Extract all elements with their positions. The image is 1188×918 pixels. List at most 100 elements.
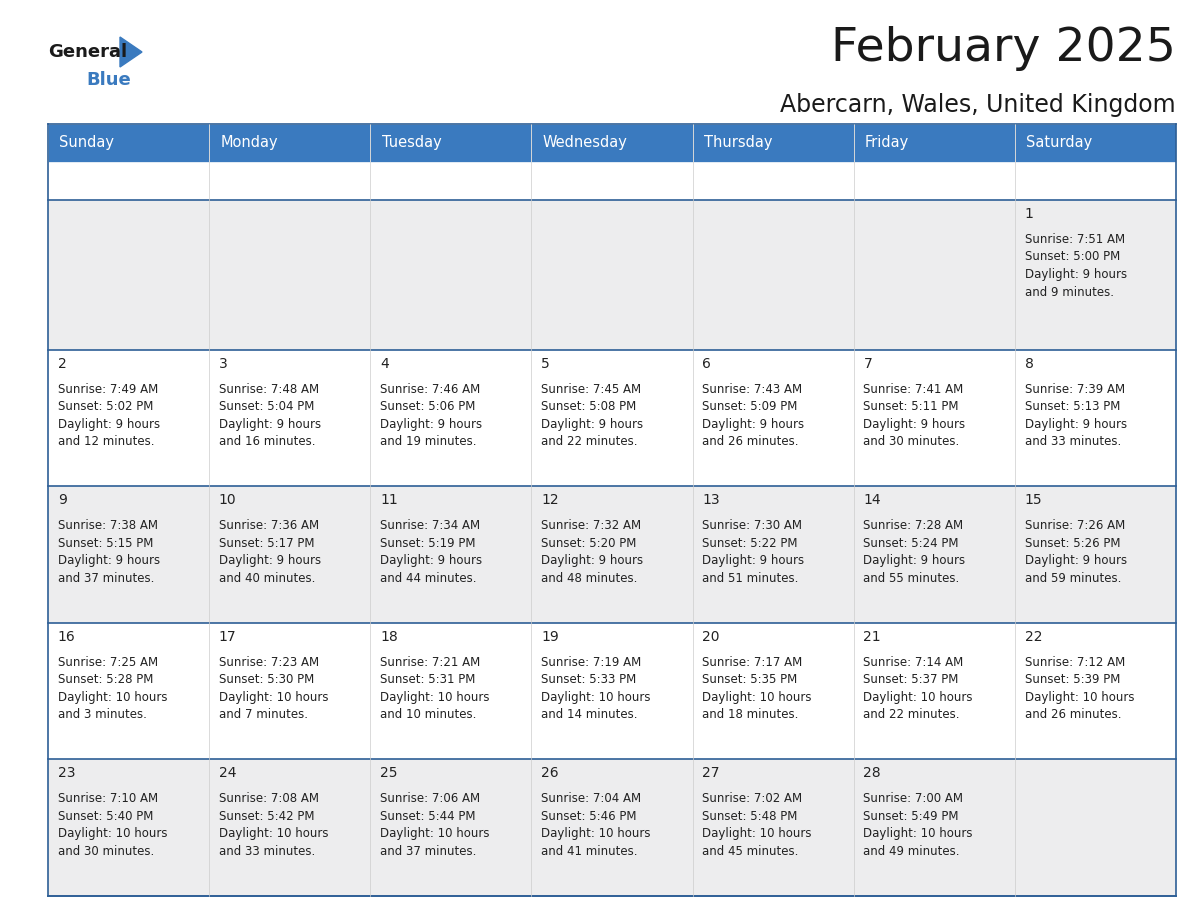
Text: 26: 26 [541, 767, 558, 780]
Text: Sunset: 5:28 PM: Sunset: 5:28 PM [58, 673, 153, 687]
Text: Sunrise: 7:43 AM: Sunrise: 7:43 AM [702, 383, 802, 396]
Text: and 49 minutes.: and 49 minutes. [864, 845, 960, 858]
Text: and 30 minutes.: and 30 minutes. [864, 435, 960, 448]
Text: 14: 14 [864, 493, 881, 508]
Bar [531, 487, 693, 622]
Text: 19: 19 [541, 630, 558, 644]
Bar [371, 200, 531, 350]
Text: and 41 minutes.: and 41 minutes. [541, 845, 638, 858]
Text: and 16 minutes.: and 16 minutes. [219, 435, 315, 448]
Text: Sunset: 5:13 PM: Sunset: 5:13 PM [1024, 400, 1120, 413]
Text: 6: 6 [702, 356, 712, 371]
Text: Sunrise: 7:48 AM: Sunrise: 7:48 AM [219, 383, 318, 396]
Bar [531, 622, 693, 759]
Text: 25: 25 [380, 767, 398, 780]
Bar [854, 350, 1015, 487]
Text: Sunrise: 7:32 AM: Sunrise: 7:32 AM [541, 520, 642, 532]
Bar [48, 487, 209, 622]
Text: Daylight: 10 hours: Daylight: 10 hours [702, 691, 811, 704]
Text: 20: 20 [702, 630, 720, 644]
Text: General: General [48, 43, 127, 61]
Bar [854, 759, 1015, 896]
Text: and 18 minutes.: and 18 minutes. [702, 709, 798, 722]
Text: 21: 21 [864, 630, 881, 644]
Text: and 12 minutes.: and 12 minutes. [58, 435, 154, 448]
Text: 1: 1 [1024, 207, 1034, 221]
Text: 7: 7 [864, 356, 872, 371]
Text: February 2025: February 2025 [832, 26, 1176, 71]
Bar [693, 487, 854, 622]
Text: Wednesday: Wednesday [543, 136, 627, 151]
Text: Sunset: 5:08 PM: Sunset: 5:08 PM [541, 400, 637, 413]
Text: 28: 28 [864, 767, 881, 780]
Text: Daylight: 9 hours: Daylight: 9 hours [219, 418, 321, 431]
Text: Daylight: 10 hours: Daylight: 10 hours [58, 827, 168, 840]
Bar [371, 759, 531, 896]
Text: Sunrise: 7:02 AM: Sunrise: 7:02 AM [702, 792, 802, 805]
Text: Sunset: 5:26 PM: Sunset: 5:26 PM [1024, 537, 1120, 550]
Text: Sunrise: 7:17 AM: Sunrise: 7:17 AM [702, 655, 802, 669]
Text: and 19 minutes.: and 19 minutes. [380, 435, 476, 448]
Bar [531, 200, 693, 350]
Text: Sunset: 5:00 PM: Sunset: 5:00 PM [1024, 251, 1120, 263]
Bar [531, 350, 693, 487]
Bar [48, 350, 209, 487]
Bar [1015, 759, 1176, 896]
Bar [1015, 350, 1176, 487]
Text: Saturday: Saturday [1026, 136, 1093, 151]
Bar [209, 622, 371, 759]
Bar [48, 200, 209, 350]
Text: 22: 22 [1024, 630, 1042, 644]
Text: Sunrise: 7:38 AM: Sunrise: 7:38 AM [58, 520, 158, 532]
Text: Sunrise: 7:30 AM: Sunrise: 7:30 AM [702, 520, 802, 532]
Text: 24: 24 [219, 767, 236, 780]
Text: and 59 minutes.: and 59 minutes. [1024, 572, 1121, 585]
Text: Sunset: 5:33 PM: Sunset: 5:33 PM [541, 673, 637, 687]
Text: Daylight: 9 hours: Daylight: 9 hours [58, 418, 160, 431]
Text: Blue: Blue [86, 71, 131, 89]
Text: Daylight: 9 hours: Daylight: 9 hours [380, 418, 482, 431]
Text: Daylight: 9 hours: Daylight: 9 hours [1024, 268, 1126, 281]
Text: 15: 15 [1024, 493, 1042, 508]
Bar [209, 350, 371, 487]
Text: Daylight: 10 hours: Daylight: 10 hours [219, 827, 328, 840]
Text: Daylight: 10 hours: Daylight: 10 hours [702, 827, 811, 840]
Text: 18: 18 [380, 630, 398, 644]
Text: Daylight: 10 hours: Daylight: 10 hours [219, 691, 328, 704]
Text: Tuesday: Tuesday [381, 136, 441, 151]
Text: Sunrise: 7:21 AM: Sunrise: 7:21 AM [380, 655, 480, 669]
Bar [48, 622, 209, 759]
Text: Sunrise: 7:14 AM: Sunrise: 7:14 AM [864, 655, 963, 669]
Text: Daylight: 9 hours: Daylight: 9 hours [702, 554, 804, 567]
Text: Daylight: 9 hours: Daylight: 9 hours [864, 418, 966, 431]
Bar [209, 487, 371, 622]
Bar [1015, 200, 1176, 350]
Text: Sunrise: 7:19 AM: Sunrise: 7:19 AM [541, 655, 642, 669]
Text: Sunset: 5:46 PM: Sunset: 5:46 PM [541, 810, 637, 823]
Bar [854, 200, 1015, 350]
Text: and 37 minutes.: and 37 minutes. [380, 845, 476, 858]
Text: Sunday: Sunday [59, 136, 114, 151]
Text: Sunset: 5:42 PM: Sunset: 5:42 PM [219, 810, 315, 823]
Text: Sunset: 5:04 PM: Sunset: 5:04 PM [219, 400, 314, 413]
Text: Sunset: 5:22 PM: Sunset: 5:22 PM [702, 537, 797, 550]
Text: Sunset: 5:39 PM: Sunset: 5:39 PM [1024, 673, 1120, 687]
Text: Daylight: 9 hours: Daylight: 9 hours [58, 554, 160, 567]
Bar [1015, 124, 1176, 162]
Text: and 33 minutes.: and 33 minutes. [1024, 435, 1120, 448]
Text: Thursday: Thursday [703, 136, 772, 151]
Bar [693, 124, 854, 162]
Text: Daylight: 10 hours: Daylight: 10 hours [380, 691, 489, 704]
Text: 13: 13 [702, 493, 720, 508]
Text: 4: 4 [380, 356, 388, 371]
Text: 2: 2 [58, 356, 67, 371]
Text: Sunrise: 7:12 AM: Sunrise: 7:12 AM [1024, 655, 1125, 669]
Text: Sunset: 5:24 PM: Sunset: 5:24 PM [864, 537, 959, 550]
Bar [209, 200, 371, 350]
Text: and 10 minutes.: and 10 minutes. [380, 709, 476, 722]
Text: Sunset: 5:02 PM: Sunset: 5:02 PM [58, 400, 153, 413]
Text: Sunrise: 7:36 AM: Sunrise: 7:36 AM [219, 520, 318, 532]
Bar [531, 759, 693, 896]
Bar [1015, 487, 1176, 622]
Text: 5: 5 [541, 356, 550, 371]
